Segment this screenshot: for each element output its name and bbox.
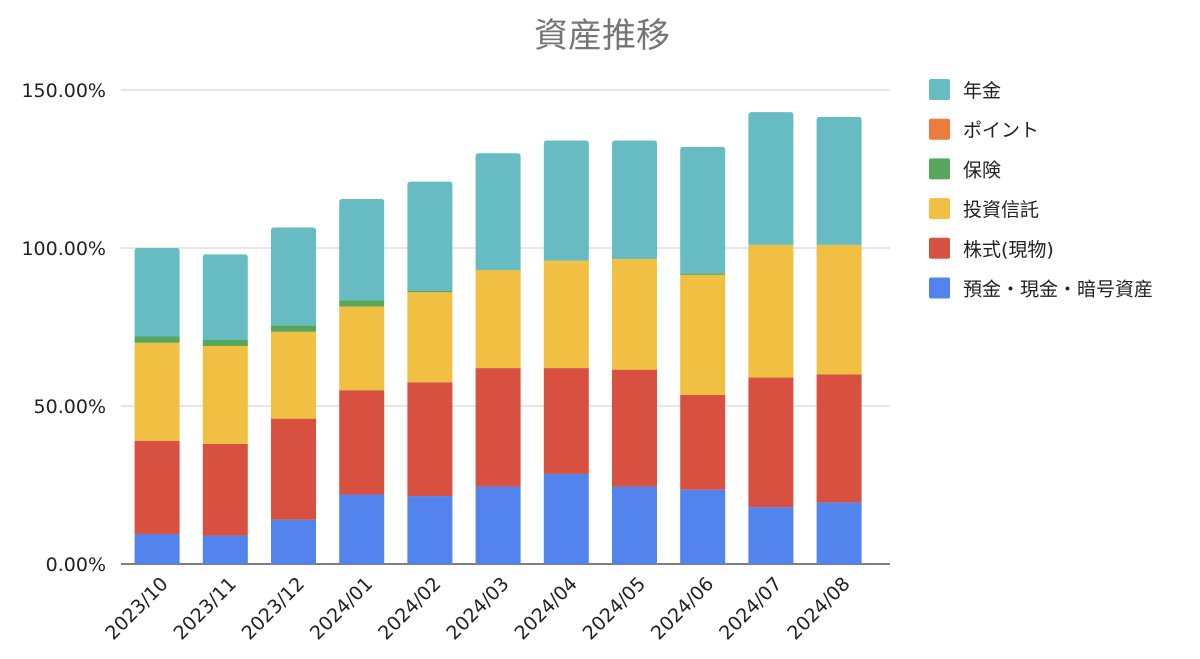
chart-title: 資産推移: [534, 16, 670, 56]
x-tick-label: 2024/08: [783, 573, 854, 644]
bar-segment: [407, 181, 453, 291]
bar-segment: [748, 244, 794, 378]
bar-segment: [612, 259, 657, 370]
bar-segment: [202, 345, 248, 444]
bar-segment: [134, 533, 180, 564]
bar-segment: [816, 244, 862, 375]
bar-segment: [339, 306, 385, 391]
bar-segment: [202, 443, 248, 536]
bar-segment: [475, 270, 521, 369]
bar-segment: [475, 368, 521, 487]
legend-swatch: [929, 237, 950, 259]
bar-segment: [543, 368, 589, 474]
legend-swatch: [929, 118, 950, 140]
x-tick-label: 2023/10: [101, 573, 172, 644]
bar-segment: [271, 418, 316, 520]
x-tick-label: 2024/01: [306, 573, 377, 644]
legend-label: 保険: [963, 159, 1001, 181]
y-tick-label: 150.00%: [21, 80, 106, 102]
bars: [134, 112, 862, 564]
bar-segment: [816, 374, 862, 503]
bar-segment: [271, 519, 316, 564]
bar-segment: [271, 331, 316, 419]
bar-segment: [407, 382, 453, 497]
bar-segment: [816, 502, 862, 564]
bar-segment: [339, 390, 385, 495]
legend-label: 預金・現金・暗号資産: [963, 279, 1153, 301]
x-tick-label: 2024/03: [442, 573, 513, 644]
bar-segment: [339, 199, 385, 301]
bar-segment: [543, 140, 589, 261]
bar-segment: [748, 377, 794, 508]
bar-segment: [202, 535, 248, 564]
bar-segment: [339, 494, 385, 564]
bar-segment: [339, 300, 385, 307]
bar-segment: [680, 146, 726, 274]
legend-swatch: [929, 158, 950, 180]
bar-segment: [680, 274, 726, 395]
bar-segment: [407, 290, 453, 293]
bar-segment: [134, 342, 180, 441]
x-tick-label: 2024/06: [647, 573, 718, 644]
legend-label: 投資信託: [963, 199, 1039, 221]
legend-swatch: [929, 79, 950, 100]
bar-segment: [475, 153, 521, 271]
bar-segment: [134, 248, 180, 337]
bar-segment: [680, 273, 726, 275]
x-axis-tick-labels: 2023/102023/112023/122024/012024/022024/…: [101, 573, 854, 644]
bar-segment: [134, 440, 180, 534]
x-tick-label: 2024/02: [374, 573, 445, 644]
y-tick-label: 0.00%: [46, 554, 106, 576]
bar-segment: [407, 496, 453, 564]
x-tick-label: 2024/07: [715, 573, 786, 644]
bar-segment: [748, 112, 794, 245]
legend-swatch: [929, 198, 950, 220]
legend-swatch: [929, 277, 950, 299]
bar-segment: [680, 394, 726, 490]
bar-segment: [202, 254, 248, 340]
bar-segment: [816, 116, 862, 245]
x-tick-label: 2023/11: [169, 573, 240, 644]
y-axis-tick-labels: 0.00% 50.00% 100.00% 150.00%: [21, 80, 106, 576]
bar-segment: [407, 292, 453, 383]
bar-segment: [543, 473, 589, 564]
bar-segment: [680, 489, 726, 564]
x-tick-label: 2023/12: [238, 573, 309, 644]
bar-segment: [612, 140, 657, 260]
legend-label: ポイント: [963, 120, 1039, 142]
bar-segment: [271, 325, 316, 332]
bar-segment: [612, 369, 657, 487]
x-tick-label: 2024/04: [510, 573, 581, 644]
bar-segment: [748, 507, 794, 564]
bar-segment: [271, 227, 316, 326]
bar-segment: [202, 339, 248, 346]
x-tick-label: 2024/05: [579, 573, 650, 644]
bar-segment: [543, 260, 589, 369]
legend-label: 株式(現物): [963, 239, 1054, 261]
bar-segment: [612, 486, 657, 564]
bar-segment: [475, 486, 521, 564]
legend-label: 年金: [963, 80, 1001, 102]
bar-segment: [134, 336, 180, 343]
y-tick-label: 50.00%: [34, 396, 106, 418]
y-tick-label: 100.00%: [21, 238, 106, 260]
